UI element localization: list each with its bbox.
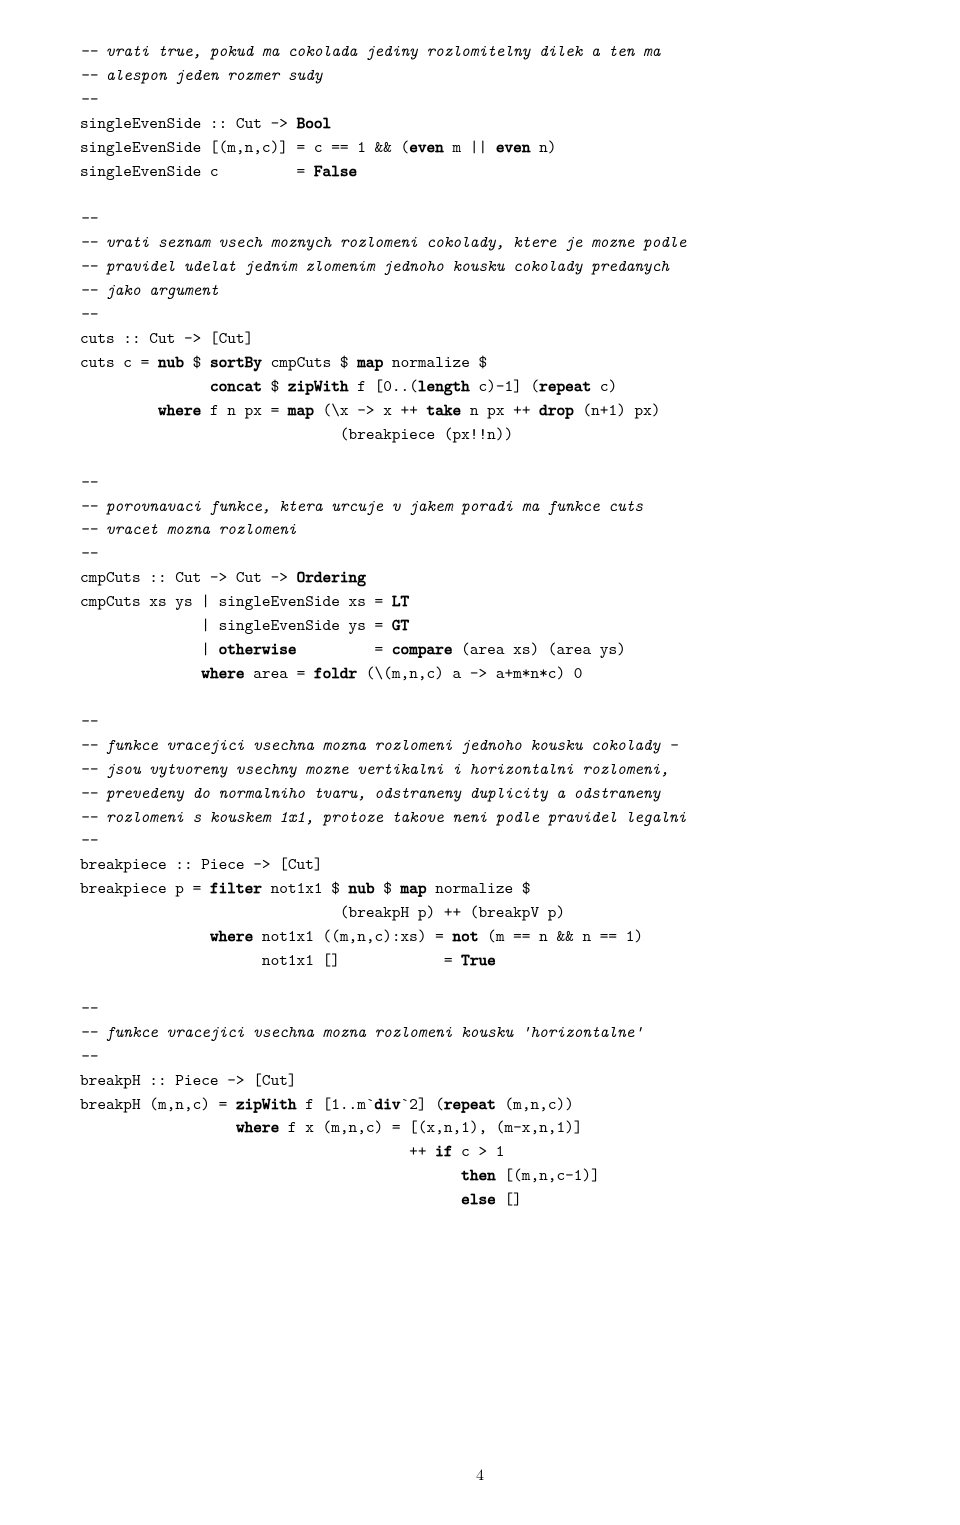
code-line: -- [80,1045,97,1067]
page-number: 4 [0,1462,960,1485]
code-line: then [(m,n,c-1)] [80,1164,600,1186]
code-line: (breakpH p) ++ (breakpV p) [80,901,565,923]
code-line: (breakpiece (px!!n)) [80,423,513,445]
code-line: -- alespon jeden rozmer sudy [80,64,323,86]
code-line: -- [80,207,97,229]
code-line: singleEvenSide :: Cut -> Bool [80,112,331,134]
code-line: breakpH (m,n,c) = zipWith f [1..m`div`2]… [80,1093,574,1115]
code-line: cmpCuts xs ys | singleEvenSide xs = LT [80,590,409,612]
code-line: breakpH :: Piece -> [Cut] [80,1069,297,1091]
code-line: -- [80,710,97,732]
code-line: singleEvenSide [(m,n,c)] = c == 1 && (ev… [80,136,556,158]
code-line: | otherwise = compare (area xs) (area ys… [80,638,626,660]
code-line: | singleEvenSide ys = GT [80,614,409,636]
code-line: where f n px = map (\x -> x ++ take n px… [80,399,660,421]
code-line: cuts c = nub $ sortBy cmpCuts $ map norm… [80,351,487,373]
code-line: -- vrati true, pokud ma cokolada jediny … [80,40,660,62]
code-line: -- vracet mozna rozlomeni [80,518,297,540]
code-line: -- prevedeny do normalniho tvaru, odstra… [80,782,660,804]
code-listing: -- vrati true, pokud ma cokolada jediny … [80,40,880,1212]
code-line: -- [80,997,97,1019]
code-line: -- porovnavaci funkce, ktera urcuje v ja… [80,495,643,517]
code-line: where f x (m,n,c) = [(x,n,1), (m-x,n,1)] [80,1116,582,1138]
code-line: cmpCuts :: Cut -> Cut -> Ordering [80,566,366,588]
code-line: -- [80,303,97,325]
code-line: else [] [80,1188,522,1210]
code-line: -- pravidel udelat jednim zlomenim jedno… [80,255,669,277]
code-line: -- funkce vracejici vsechna mozna rozlom… [80,734,678,756]
code-line: not1x1 [] = True [80,949,496,971]
code-line: -- vrati seznam vsech moznych rozlomeni … [80,231,686,253]
code-line: where not1x1 ((m,n,c):xs) = not (m == n … [80,925,643,947]
code-line: concat $ zipWith f [0..(length c)-1] (re… [80,375,617,397]
code-line: breakpiece :: Piece -> [Cut] [80,853,323,875]
code-line: -- jako argument [80,279,219,301]
code-line: ++ if c > 1 [80,1140,504,1162]
code-line: -- [80,471,97,493]
code-line: -- [80,88,97,110]
code-line: -- [80,542,97,564]
code-line: where area = foldr (\(m,n,c) a -> a+m*n*… [80,662,582,684]
code-line: cuts :: Cut -> [Cut] [80,327,253,349]
code-line: singleEvenSide c = False [80,160,357,182]
code-line: -- funkce vracejici vsechna mozna rozlom… [80,1021,643,1043]
code-line: -- [80,829,97,851]
code-line: -- rozlomeni s kouskem 1x1, protoze tako… [80,806,686,828]
code-line: -- jsou vytvoreny vsechny mozne vertikal… [80,758,669,780]
code-line: breakpiece p = filter not1x1 $ nub $ map… [80,877,531,899]
